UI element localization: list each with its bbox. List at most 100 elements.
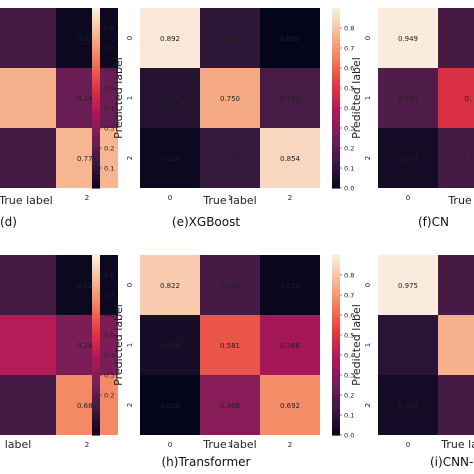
colorbar-segment	[332, 345, 340, 351]
subplot-caption: (f)CN	[418, 215, 449, 229]
colorbar-segment	[332, 372, 340, 378]
colorbar-segment	[92, 273, 100, 279]
heatmap-cell	[56, 255, 118, 315]
colorbar-segment	[332, 53, 340, 59]
colorbar-segment	[92, 107, 100, 113]
colorbar-segment	[332, 394, 340, 400]
confusion-matrix-panel: 0.975 0.097 0.043 0 0 1 2 Predicted label True l…	[350, 255, 474, 469]
colorbar-segment	[332, 381, 340, 387]
cell-value-label: 0.162	[220, 282, 240, 290]
heatmap-cell	[438, 315, 474, 375]
cell-value-label: 0.777	[77, 155, 97, 163]
colorbar-segment	[92, 21, 100, 27]
colorbar-segment	[332, 138, 340, 144]
colorbar-tick-label: 0.6	[104, 65, 114, 73]
colorbar-segment	[92, 259, 100, 265]
colorbar-tick-label: 0.7	[104, 292, 114, 300]
colorbar-segment	[332, 349, 340, 355]
colorbar-segment	[332, 116, 340, 122]
heatmap-cell	[438, 128, 474, 188]
colorbar-segment	[92, 170, 100, 176]
colorbar-segment	[332, 268, 340, 274]
colorbar-tick-label: 0.8	[344, 25, 354, 33]
colorbar-segment	[92, 390, 100, 396]
colorbar-tick-label: 0.2	[344, 145, 354, 153]
heatmap-cell	[0, 315, 56, 375]
cell-value-label: 0.684	[77, 402, 98, 410]
colorbar-segment	[332, 277, 340, 283]
colorbar-segment	[332, 412, 340, 418]
colorbar-segment	[92, 327, 100, 333]
colorbar-segment	[332, 264, 340, 270]
colorbar-segment	[332, 421, 340, 427]
colorbar-segment	[332, 8, 340, 14]
cell-value-label: 0.1	[462, 155, 473, 163]
cell-value-label: 0.054	[160, 342, 181, 350]
colorbar-segment	[332, 336, 340, 342]
colorbar-segment	[332, 340, 340, 346]
colorbar-segment	[92, 376, 100, 382]
colorbar-segment	[92, 268, 100, 274]
colorbar-segment	[332, 322, 340, 328]
colorbar-segment	[332, 107, 340, 113]
colorbar-tick-label: 0.4	[104, 105, 114, 113]
colorbar-segment	[92, 84, 100, 90]
colorbar-segment	[332, 309, 340, 315]
colorbar-segment	[92, 358, 100, 364]
colorbar-segment	[332, 363, 340, 369]
cell-value-label: 0.366	[280, 342, 301, 350]
colorbar-segment	[332, 408, 340, 414]
x-tick-label: 0	[406, 441, 410, 449]
colorbar-segment	[92, 134, 100, 140]
x-tick-label: 0	[168, 441, 172, 449]
heatmap-cell	[140, 255, 200, 315]
colorbar-segment	[332, 367, 340, 373]
colorbar-segment	[332, 331, 340, 337]
colorbar-segment	[332, 30, 340, 36]
colorbar-segment	[332, 426, 340, 432]
colorbar-tick-label: 0.2	[104, 392, 114, 400]
heatmap-cell	[200, 8, 260, 68]
colorbar-segment	[92, 264, 100, 270]
heatmap-cell	[378, 128, 438, 188]
heatmap-cell	[0, 128, 56, 188]
colorbar-segment	[332, 17, 340, 23]
cell-value-label: 0.020	[77, 282, 97, 290]
colorbar-segment	[92, 291, 100, 297]
colorbar-segment	[92, 57, 100, 63]
heatmap-cell	[140, 128, 200, 188]
colorbar-segment	[332, 376, 340, 382]
cell-value-label: 0.126	[220, 155, 241, 163]
colorbar-segment	[332, 48, 340, 54]
heatmap-cell	[260, 375, 320, 435]
colorbar-segment	[92, 165, 100, 171]
colorbar-segment	[332, 80, 340, 86]
colorbar-segment	[332, 120, 340, 126]
y-tick-label: 2	[126, 156, 134, 160]
colorbar-segment	[332, 174, 340, 180]
heatmap-cell	[378, 68, 438, 128]
colorbar-segment	[92, 183, 100, 189]
y-tick-label: 0	[364, 36, 372, 40]
colorbar-segment	[332, 183, 340, 189]
colorbar-tick-label: 0.3	[344, 372, 354, 380]
colorbar-segment	[332, 358, 340, 364]
colorbar-segment	[332, 89, 340, 95]
colorbar-segment	[92, 39, 100, 45]
colorbar-segment	[92, 179, 100, 185]
cell-value-label: 0.043	[398, 155, 418, 163]
heatmap-cell	[260, 128, 320, 188]
cell-value-label: 0.692	[280, 402, 300, 410]
colorbar-segment	[332, 147, 340, 153]
colorbar-segment	[332, 134, 340, 140]
heatmap-cell	[56, 315, 118, 375]
colorbar-tick-label: 0.1	[104, 165, 114, 173]
colorbar-segment	[332, 291, 340, 297]
colorbar-segment	[92, 340, 100, 346]
colorbar-segment	[92, 277, 100, 283]
colorbar-segment	[332, 259, 340, 265]
colorbar-segment	[92, 147, 100, 153]
x-tick-label: 2	[85, 194, 89, 202]
heatmap-cell	[378, 8, 438, 68]
y-tick-label: 2	[126, 403, 134, 407]
